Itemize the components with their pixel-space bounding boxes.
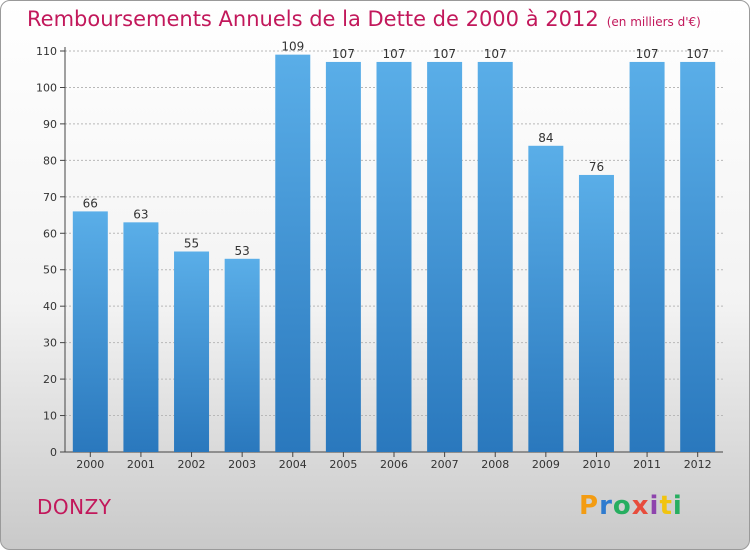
brand-letter: i — [649, 491, 660, 521]
chart-title-text: Remboursements Annuels de la Dette de 20… — [27, 7, 599, 31]
bar — [275, 54, 311, 453]
data-label: 66 — [83, 196, 98, 210]
data-label: 107 — [636, 47, 659, 61]
bar — [680, 61, 716, 452]
bar — [174, 251, 210, 452]
x-tick-label: 2002 — [178, 458, 206, 471]
data-label: 76 — [589, 160, 604, 174]
data-label: 107 — [484, 47, 507, 61]
x-tick-label: 2007 — [431, 458, 459, 471]
bars — [72, 54, 716, 453]
data-label: 107 — [433, 47, 456, 61]
bar — [123, 222, 159, 452]
bar — [325, 61, 361, 452]
chart-unit: (en milliers d'€) — [606, 15, 701, 29]
data-label: 107 — [686, 47, 709, 61]
data-label: 107 — [383, 47, 406, 61]
x-tick-label: 2008 — [481, 458, 509, 471]
y-tick-label: 20 — [43, 373, 57, 386]
y-tick-label: 90 — [43, 118, 57, 131]
brand-letter: r — [599, 491, 613, 521]
bar — [578, 174, 614, 453]
y-tick-label: 10 — [43, 410, 57, 423]
y-tick-label: 60 — [43, 227, 57, 240]
bar — [376, 61, 412, 452]
chart-title: Remboursements Annuels de la Dette de 20… — [27, 7, 701, 31]
brand-letter: P — [579, 491, 600, 521]
x-tick-label: 2005 — [329, 458, 357, 471]
bar — [528, 145, 564, 453]
y-tick-label: 0 — [50, 446, 57, 459]
y-tick-label: 100 — [36, 81, 57, 94]
bar — [72, 211, 108, 452]
data-label: 107 — [332, 47, 355, 61]
x-tick-label: 2012 — [684, 458, 712, 471]
commune-name: DONZY — [37, 495, 112, 519]
x-tick-label: 2010 — [582, 458, 610, 471]
x-tick-label: 2001 — [127, 458, 155, 471]
brand-letter: o — [612, 491, 632, 521]
data-label: 53 — [235, 244, 250, 258]
x-tick-label: 2000 — [76, 458, 104, 471]
y-tick-label: 70 — [43, 191, 57, 204]
x-tick-label: 2006 — [380, 458, 408, 471]
x-tick-label: 2009 — [532, 458, 560, 471]
brand-letter: x — [631, 491, 650, 521]
brand-logo: Proxiti — [579, 491, 683, 521]
y-tick-label: 50 — [43, 264, 57, 277]
data-label: 109 — [281, 40, 304, 54]
y-tick-label: 30 — [43, 337, 57, 350]
x-tick-label: 2011 — [633, 458, 661, 471]
brand-letter: t — [659, 491, 673, 521]
data-label: 55 — [184, 237, 199, 251]
x-tick-label: 2004 — [279, 458, 307, 471]
y-tick-label: 40 — [43, 300, 57, 313]
bar — [477, 61, 513, 452]
bar — [224, 258, 260, 452]
bar — [427, 61, 463, 452]
x-tick-label: 2003 — [228, 458, 256, 471]
y-tick-label: 80 — [43, 154, 57, 167]
brand-letter: i — [672, 491, 683, 521]
data-label: 63 — [133, 207, 148, 221]
data-label: 84 — [538, 131, 553, 145]
bar — [629, 61, 665, 452]
data-labels: 66 63 55 53 109 107 107 107 107 84 76 107 107 — [83, 40, 709, 258]
y-tick-label: 110 — [36, 45, 57, 58]
